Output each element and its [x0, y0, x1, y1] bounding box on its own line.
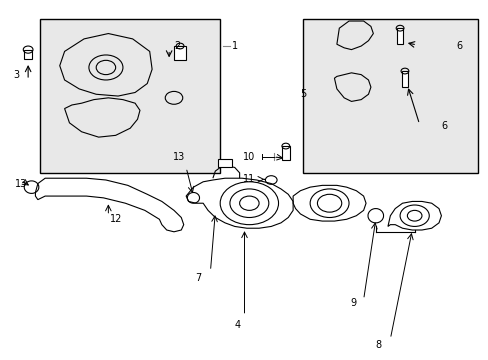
Bar	[217, 158, 232, 167]
Text: 13: 13	[15, 179, 27, 189]
Text: 12: 12	[109, 214, 122, 224]
Text: 7: 7	[195, 273, 201, 283]
Text: 6: 6	[455, 41, 461, 51]
Bar	[24, 50, 32, 59]
Bar	[401, 71, 407, 87]
Bar	[282, 146, 289, 160]
Bar	[174, 46, 186, 60]
Text: 6: 6	[441, 121, 447, 131]
Text: 8: 8	[374, 340, 381, 350]
Bar	[302, 19, 477, 173]
Text: 3: 3	[14, 69, 20, 80]
Text: 10: 10	[243, 152, 255, 162]
Bar	[40, 19, 220, 173]
Text: 13: 13	[172, 152, 184, 162]
Text: 5: 5	[300, 89, 306, 99]
Text: 2: 2	[174, 41, 180, 51]
Text: 1: 1	[232, 41, 238, 51]
Text: 4: 4	[234, 320, 240, 330]
Text: 9: 9	[350, 298, 356, 308]
Bar	[396, 28, 403, 44]
Text: 11: 11	[243, 174, 255, 184]
